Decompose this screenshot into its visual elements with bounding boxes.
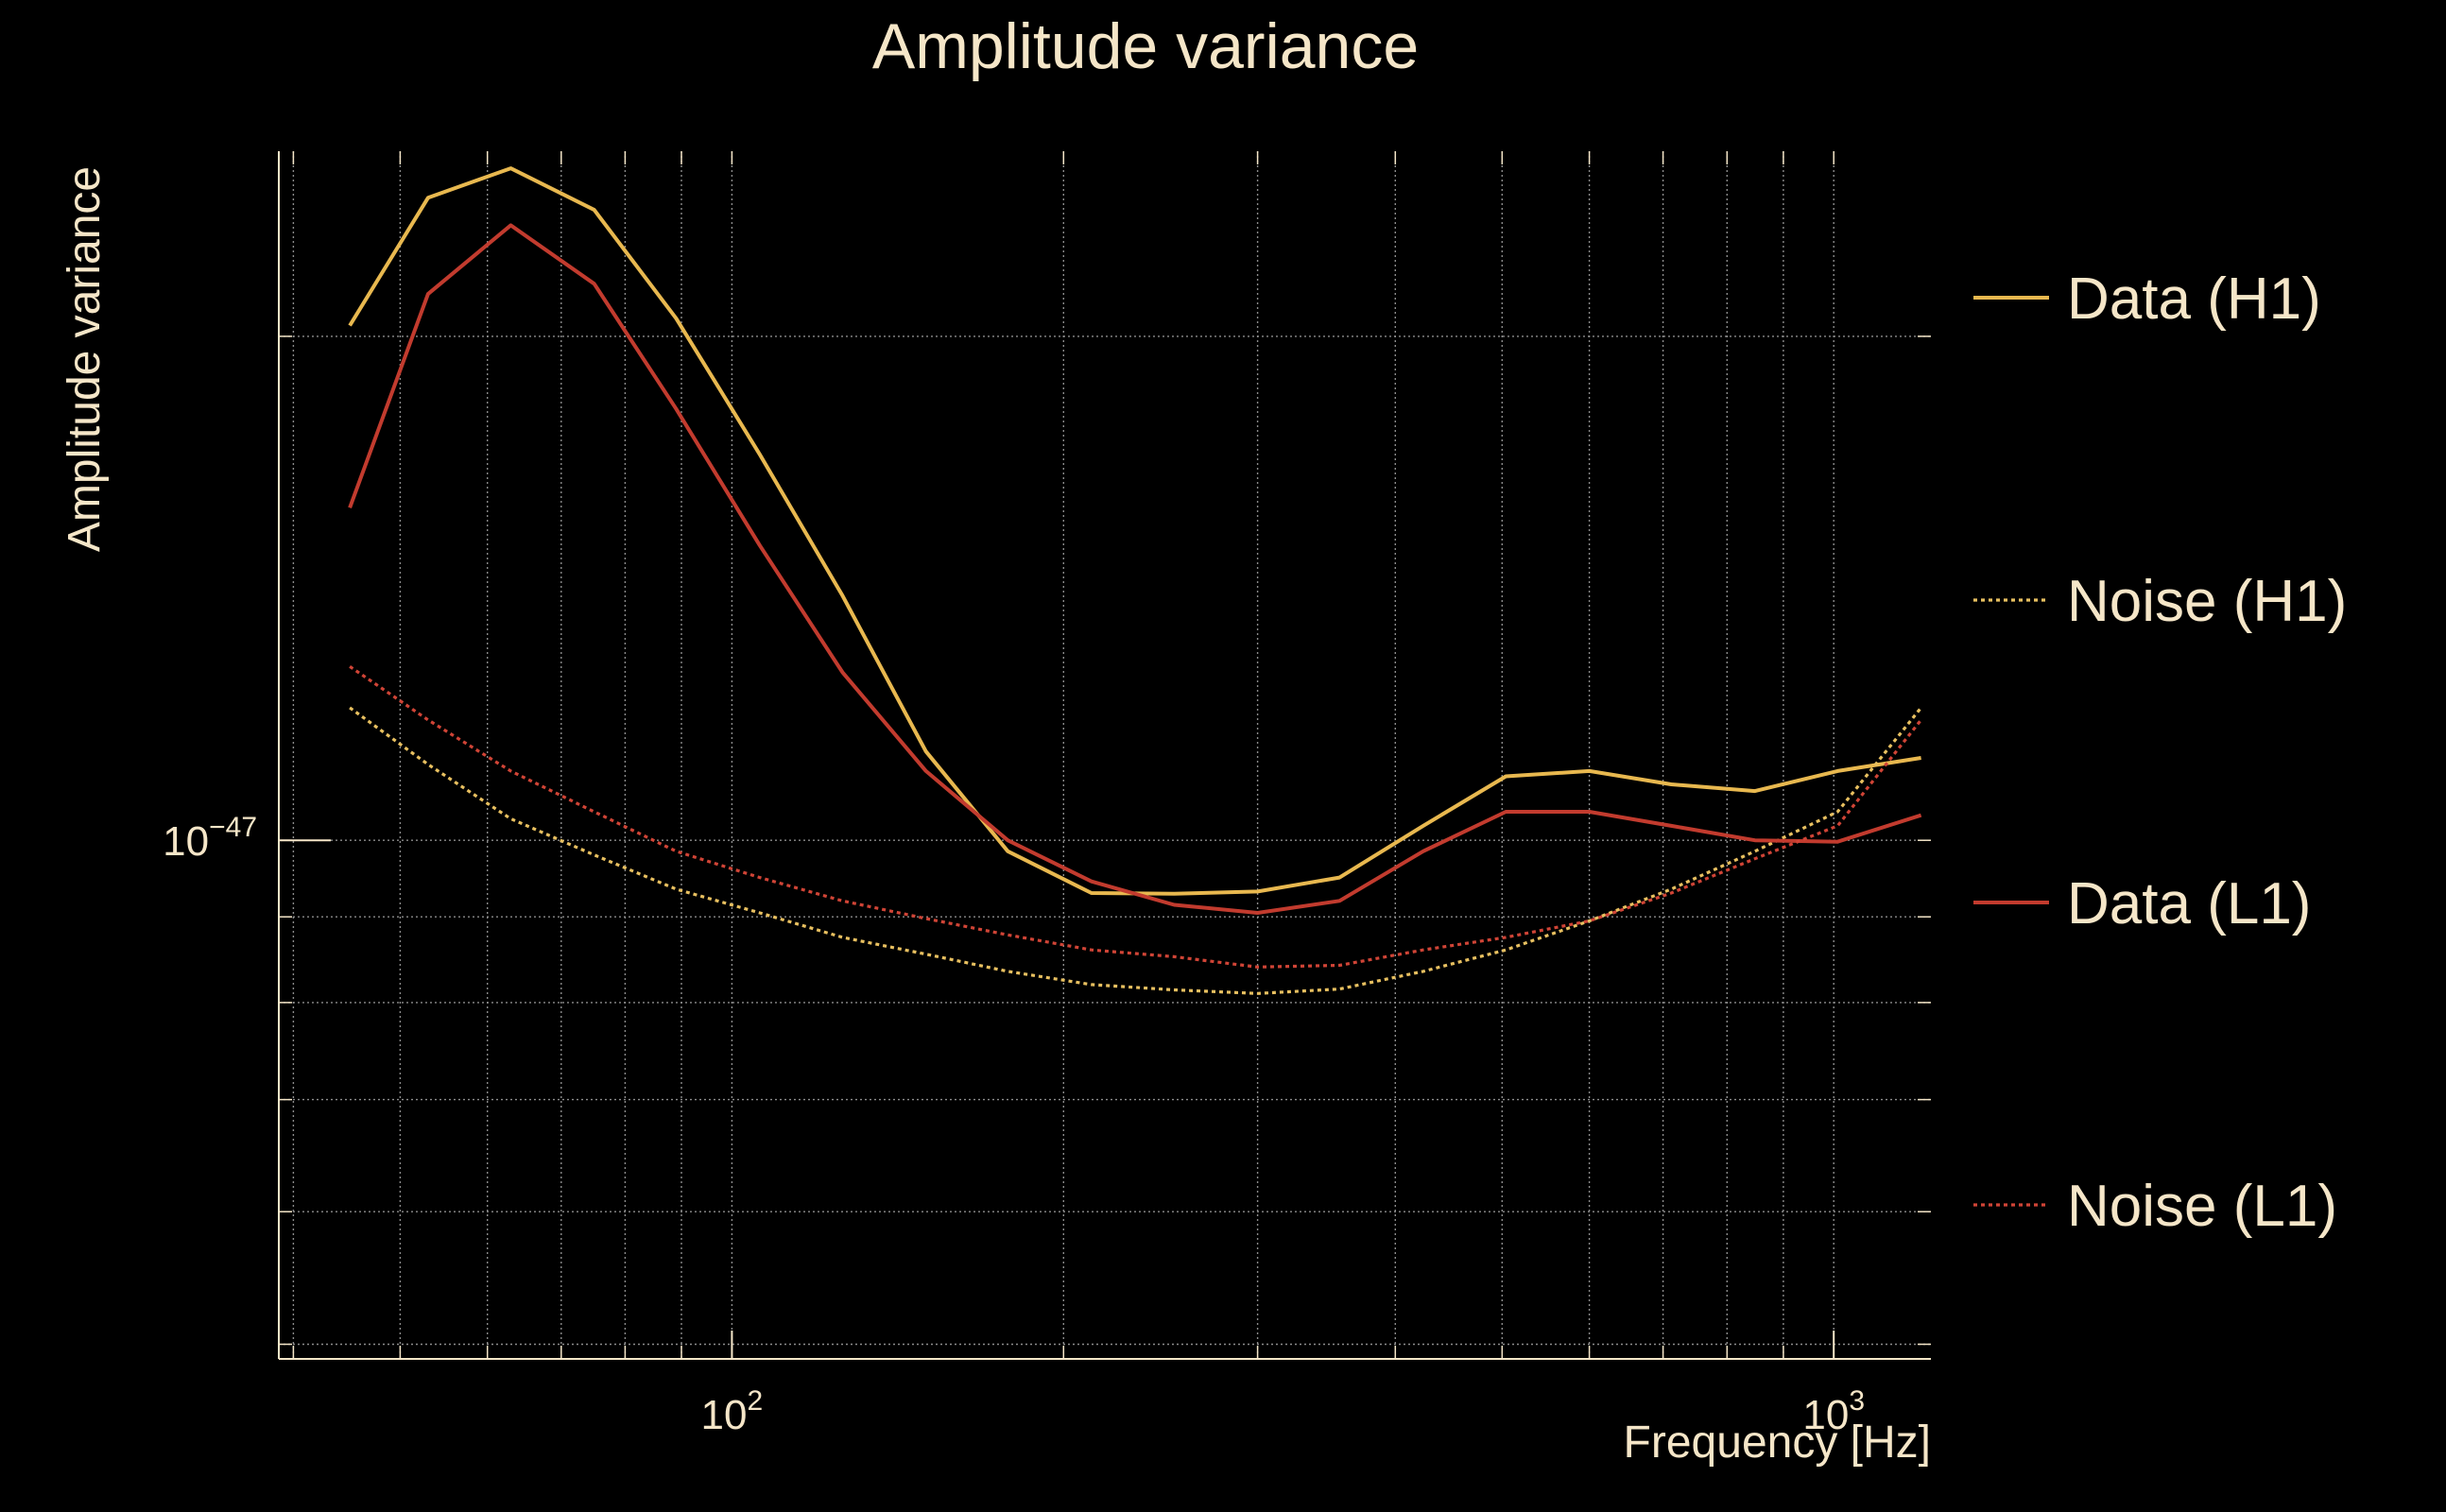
series-line-3: [348, 223, 1922, 915]
x-axis-label: Frequency [Hz]: [1624, 1418, 1931, 1468]
y-axis-label: Amplitude variance: [60, 166, 110, 552]
axes: [278, 151, 1931, 1360]
chart-text: Amplitude variance Frequency [Hz] Amplit…: [60, 10, 1931, 1468]
series-line-4: [349, 664, 1922, 969]
plot-area: [348, 166, 1922, 995]
legend-label-2: Noise (H1): [2067, 569, 2347, 634]
legend-label-1: Data (H1): [2067, 266, 2321, 332]
chart-title: Amplitude variance: [872, 10, 1419, 82]
grid: [279, 151, 1931, 1359]
legend: Data (H1) Noise (H1) Data (L1) Noise (L1): [1973, 266, 2347, 1239]
legend-label-3: Data (L1): [2067, 871, 2311, 936]
legend-label-4: Noise (L1): [2067, 1174, 2337, 1239]
